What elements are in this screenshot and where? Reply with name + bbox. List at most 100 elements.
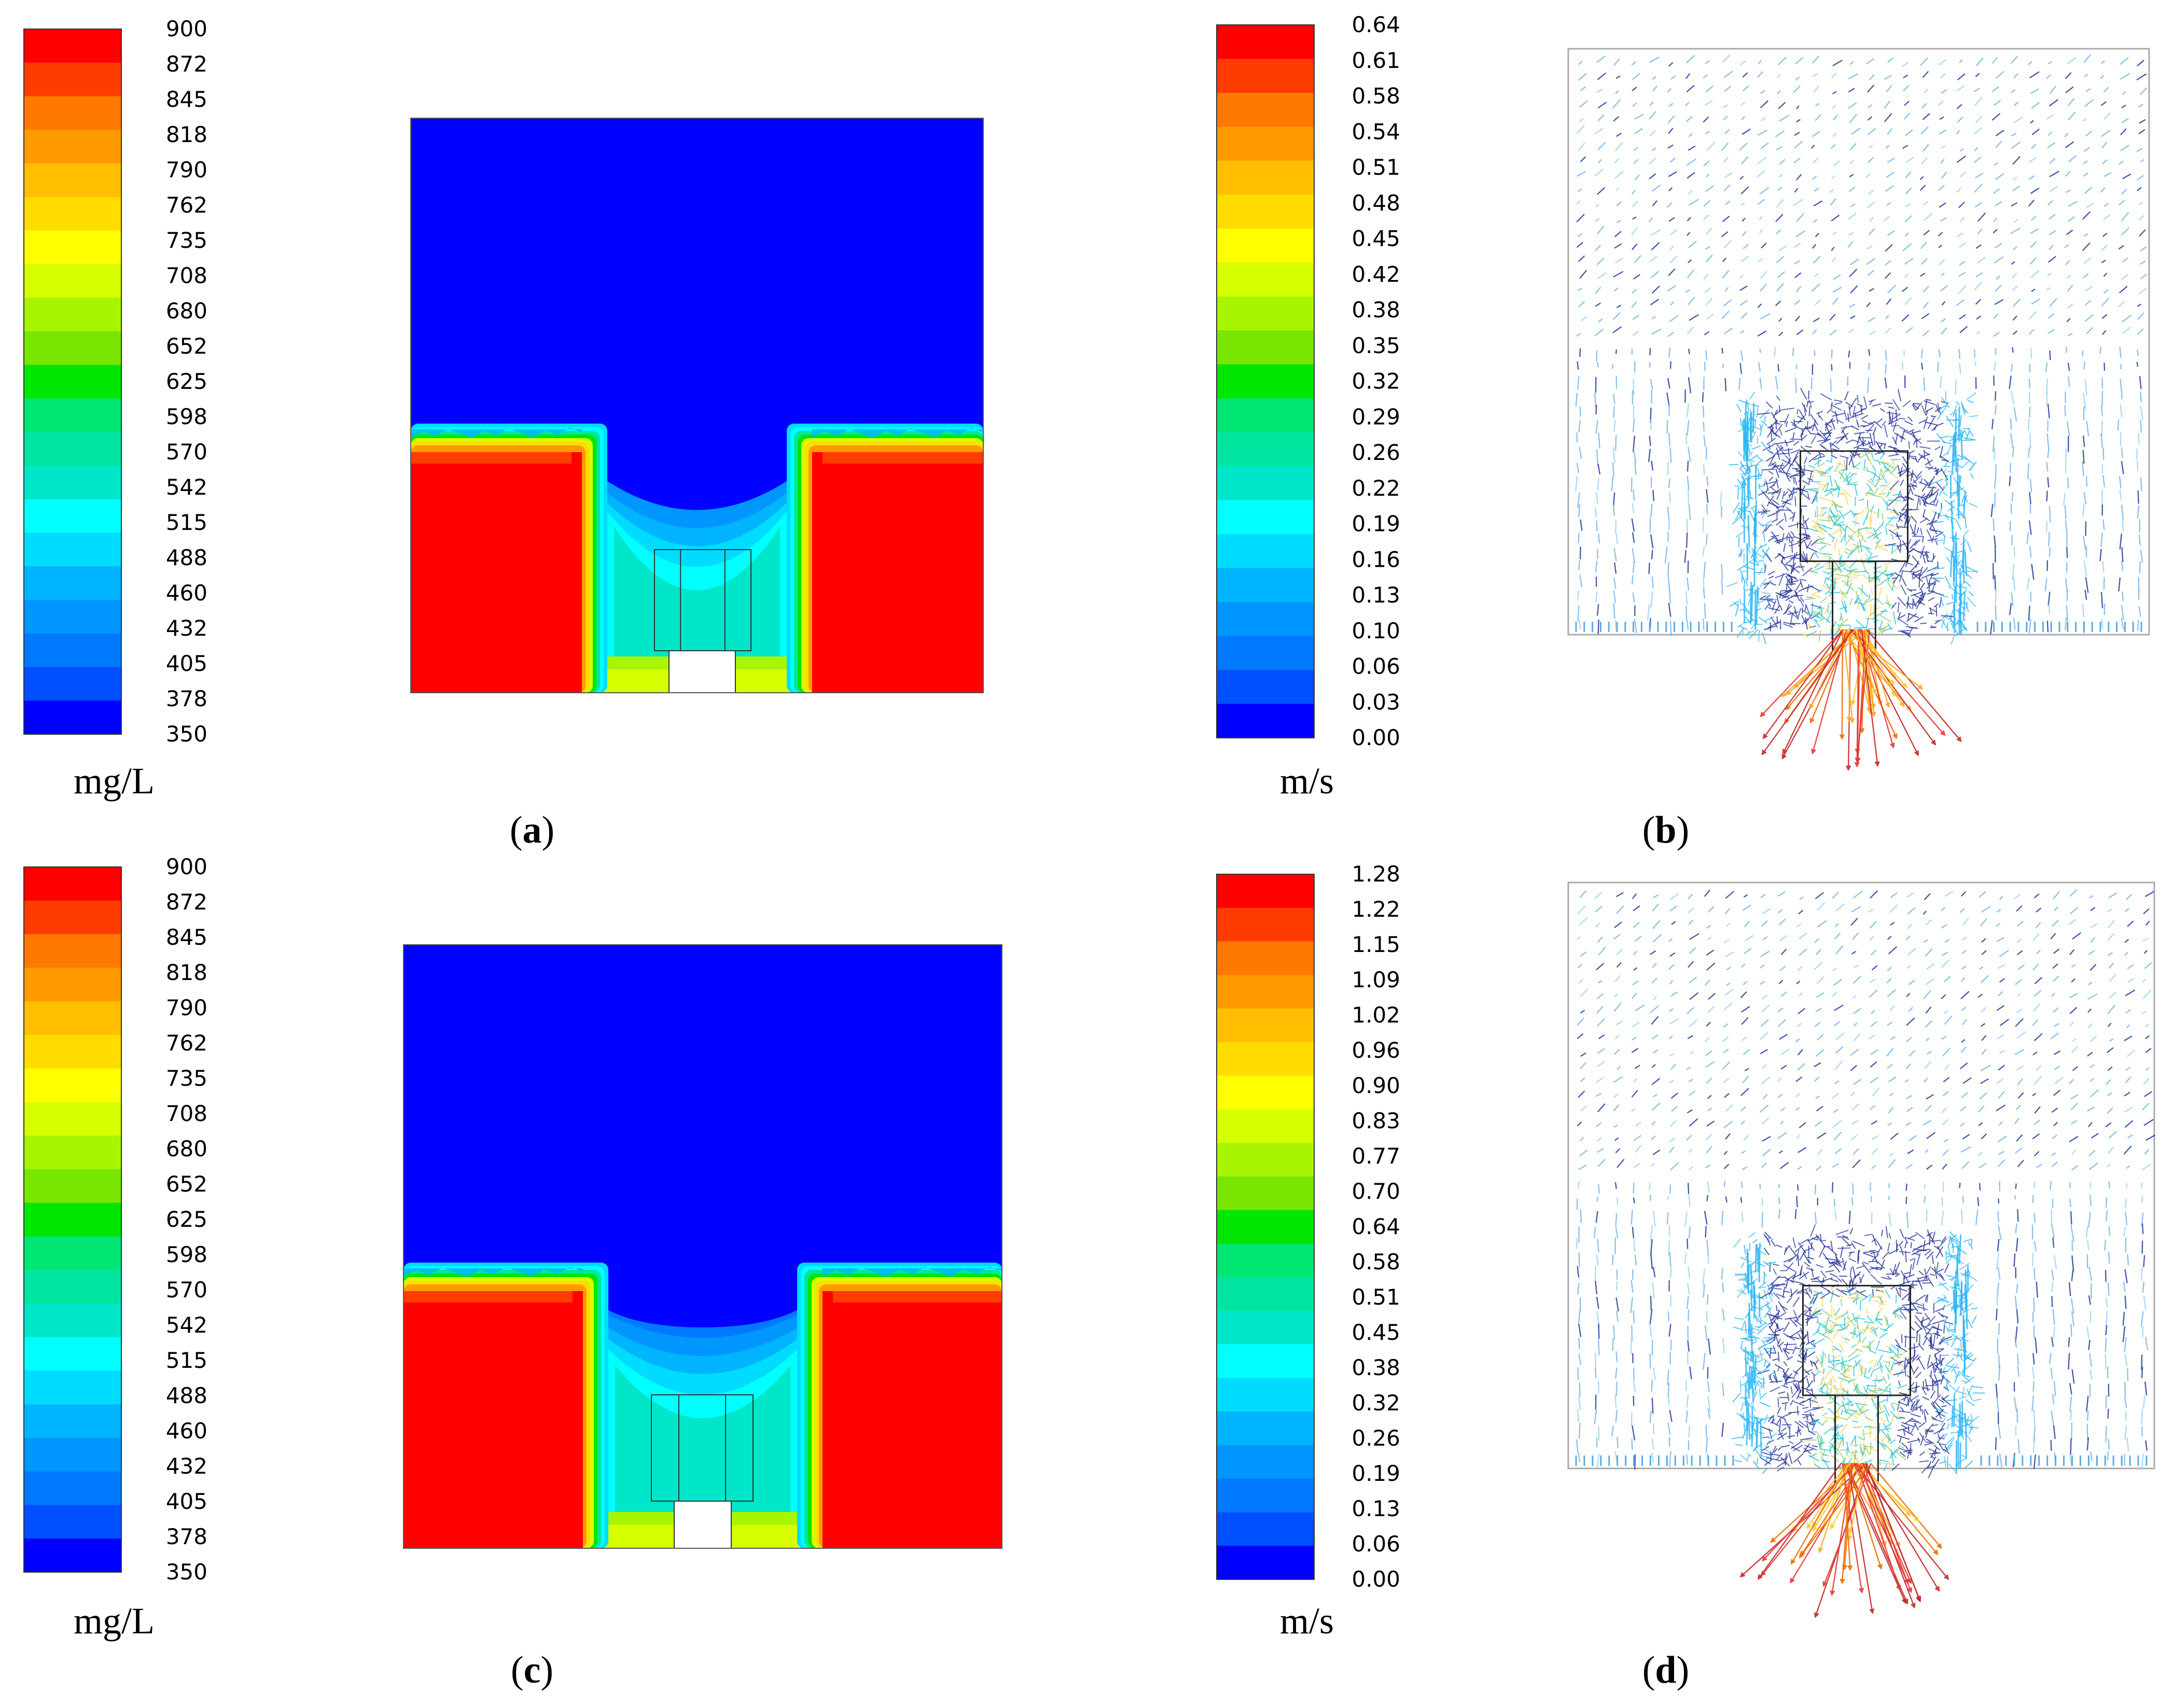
colorbar-tick-label: 735 — [166, 228, 207, 253]
colorbar-frame — [1216, 874, 1315, 1580]
colorbar-unit: mg/L — [74, 1600, 155, 1642]
colorbar-swatch — [1217, 1243, 1314, 1278]
colorbar-tick-label: 0.45 — [1351, 226, 1400, 251]
colorbar-tick-label: 542 — [166, 474, 207, 500]
colorbar-swatch — [24, 1538, 121, 1573]
colorbar-tick-label: 598 — [166, 1242, 207, 1267]
colorbar-tick-label: 542 — [166, 1312, 207, 1338]
colorbar-tick-label: 872 — [166, 51, 207, 77]
colorbar-swatch — [1217, 1009, 1314, 1043]
colorbar-swatch — [1217, 364, 1314, 399]
colorbar-tick-label: 378 — [166, 1524, 207, 1549]
colorbar-tick-label: 0.29 — [1351, 404, 1400, 429]
colorbar-tick-label: 598 — [166, 404, 207, 429]
colorbar-tick-label: 0.03 — [1351, 689, 1400, 715]
colorbar-swatch — [1217, 1042, 1314, 1076]
colorbar-swatch — [24, 1370, 121, 1405]
colorbar-tick-label: 0.38 — [1351, 1355, 1400, 1380]
recirculation-vectors — [1726, 387, 1978, 645]
colorbar-tick-label: 0.00 — [1351, 725, 1400, 750]
plume-region — [575, 442, 819, 693]
high-concentration-block-right — [823, 1291, 1002, 1548]
colorbar-swatch — [1217, 1546, 1314, 1580]
colorbar-swatch — [24, 264, 121, 298]
colorbar-tick-label: 762 — [166, 1030, 207, 1056]
colorbar-tick-label: 0.26 — [1351, 440, 1400, 465]
colorbar-swatch — [1217, 636, 1314, 670]
colorbar-tick-label: 0.77 — [1351, 1143, 1400, 1169]
colorbar-swatch — [24, 163, 121, 198]
colorbar-swatch — [24, 867, 121, 901]
colorbar-swatch — [24, 197, 121, 231]
colorbar-swatch — [24, 900, 121, 935]
colorbar-swatch — [24, 29, 121, 63]
colorbar-tick-label: 0.13 — [1351, 582, 1400, 608]
colorbar-tick-label: 0.26 — [1351, 1425, 1400, 1451]
colorbar-tick-label: 0.51 — [1351, 1284, 1400, 1310]
vector-panel-b — [1567, 48, 2150, 770]
colorbar-tick-label: 0.35 — [1351, 333, 1400, 358]
colorbar-swatch — [24, 1437, 121, 1472]
colorbar-swatch — [24, 1337, 121, 1371]
colorbar-tick-label: 0.61 — [1351, 48, 1400, 73]
colorbar-tick-label: 570 — [166, 439, 207, 465]
colorbar-tick-label: 460 — [166, 1418, 207, 1444]
colorbar-swatch — [24, 499, 121, 534]
colorbar-tick-label: 1.22 — [1351, 897, 1400, 922]
colorbar-swatch — [24, 1136, 121, 1170]
halo-wave — [812, 428, 983, 438]
plume-band — [615, 1366, 790, 1548]
contour-panels — [403, 118, 1002, 1549]
inlet-opening — [668, 650, 736, 693]
inlet-frame — [1800, 450, 1908, 562]
colorbar-frame — [23, 29, 122, 735]
colorbar-swatch — [24, 1034, 121, 1069]
colorbar-swatch — [1217, 1478, 1314, 1513]
colorbar-swatch — [1217, 262, 1314, 297]
colorbar-tick-label: 845 — [166, 925, 207, 950]
block-rim — [403, 1291, 573, 1303]
colorbar-swatch — [1217, 92, 1314, 128]
colorbar-swatch — [24, 298, 121, 332]
colorbar-tick-label: 735 — [166, 1066, 207, 1091]
outflow-vectors — [1761, 629, 1961, 770]
contour-panel-a — [410, 118, 984, 693]
colorbar-tick-label: 0.90 — [1351, 1073, 1400, 1098]
colorbar-vel-top: 0.64 0.61 0.58 0.54 0.51 0.48 0.45 0.42 0.38 0.35… — [1216, 12, 1400, 802]
colorbar-tick-label: 405 — [166, 1489, 207, 1514]
colorbar-swatch — [1217, 1512, 1314, 1546]
colorbar-swatch — [24, 1068, 121, 1102]
colorbar-swatch — [24, 667, 121, 701]
contour-panel-c — [403, 944, 1002, 1549]
outflow-vectors — [1740, 1463, 1948, 1617]
panel-labels: (a) (b) (c) (d) — [510, 809, 1689, 1691]
colorbar-tick-label: 790 — [166, 157, 207, 183]
colorbar-tick-label: 488 — [166, 1383, 207, 1408]
colorbar-tick-label: 378 — [166, 686, 207, 711]
colorbar-swatch — [1217, 228, 1314, 263]
colorbar-tick-label: 0.51 — [1351, 155, 1400, 180]
colorbar-tick-label: 708 — [166, 263, 207, 288]
colorbar-swatch — [24, 1102, 121, 1136]
colorbar-tick-label: 708 — [166, 1101, 207, 1126]
plume-region — [576, 1281, 830, 1548]
colorbar-tick-label: 0.06 — [1351, 1531, 1400, 1557]
halo-wave — [411, 428, 582, 438]
panel-label-b: (b) — [1642, 809, 1689, 851]
colorbar-swatch — [1217, 907, 1314, 942]
colorbar-swatch — [1217, 25, 1314, 60]
colorbar-swatch — [24, 1169, 121, 1203]
colorbar-tick-label: 0.45 — [1351, 1320, 1400, 1345]
colorbar-swatch — [1217, 1411, 1314, 1446]
colorbar-swatch — [24, 968, 121, 1002]
colorbar-swatch — [24, 230, 121, 264]
colorbar-tick-label: 0.83 — [1351, 1108, 1400, 1133]
colorbar-swatch — [1217, 127, 1314, 161]
colorbar-swatch — [24, 701, 121, 735]
inlet-frame — [651, 1394, 754, 1502]
colorbar-tick-label: 1.02 — [1351, 1002, 1400, 1028]
colorbar-swatch — [24, 1270, 121, 1304]
colorbar-tick-label: 762 — [166, 192, 207, 218]
colorbar-tick-label: 515 — [166, 510, 207, 535]
vector-panel-d — [1567, 881, 2156, 1617]
